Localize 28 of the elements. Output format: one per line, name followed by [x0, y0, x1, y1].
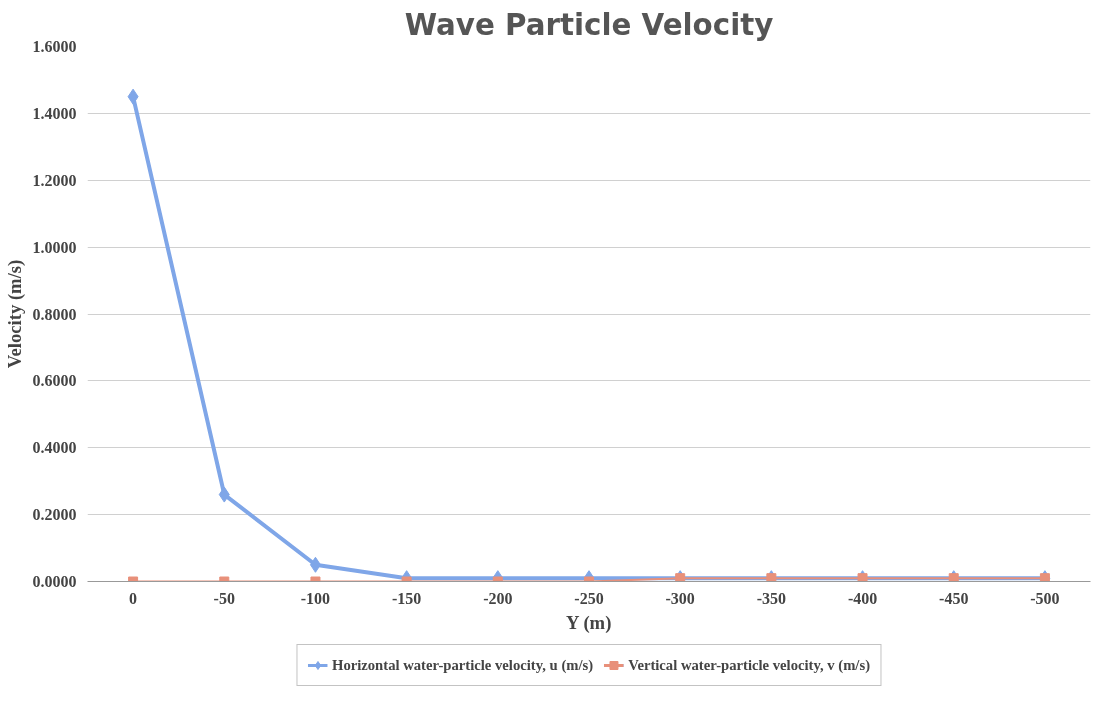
point [309, 556, 321, 573]
y-tick-label: 0.6000 [32, 372, 77, 390]
legend-label: Horizontal water-particle velocity, u (m/s) [331, 656, 594, 674]
y-tick-label: 0.8000 [32, 305, 77, 323]
x-tick-label: -500 [1030, 589, 1060, 607]
x-tick-label: 0 [129, 589, 138, 607]
point [127, 88, 139, 105]
y-tick-label: 1.2000 [32, 171, 77, 189]
x-tick-label: -250 [574, 589, 604, 607]
y-tick-label: 0.4000 [32, 439, 77, 457]
y-tick-label: 1.4000 [32, 104, 77, 122]
x-tick-label: -200 [483, 589, 513, 607]
y-tick-label: 0.0000 [32, 573, 77, 590]
x-tick-label: -100 [300, 589, 331, 607]
y-tick-label: 0.2000 [32, 506, 77, 524]
chart-title: Wave Particle Velocity [404, 7, 774, 42]
y-axis-title: Velocity (m/s) [3, 259, 26, 369]
x-tick-label: -50 [213, 589, 235, 607]
x-axis-title: Y (m) [565, 611, 612, 634]
y-tick-label: 1.0000 [32, 238, 77, 256]
x-tick-label: -450 [939, 589, 969, 607]
y-tick-label: 1.6000 [32, 38, 77, 55]
point [218, 486, 230, 503]
x-tick-label: -150 [391, 589, 422, 607]
x-tick-label: -350 [756, 589, 787, 607]
legend-label: Vertical water-particle velocity, v (m/s) [628, 656, 871, 674]
x-tick-label: -300 [665, 589, 695, 607]
x-tick-label: -400 [847, 589, 878, 607]
